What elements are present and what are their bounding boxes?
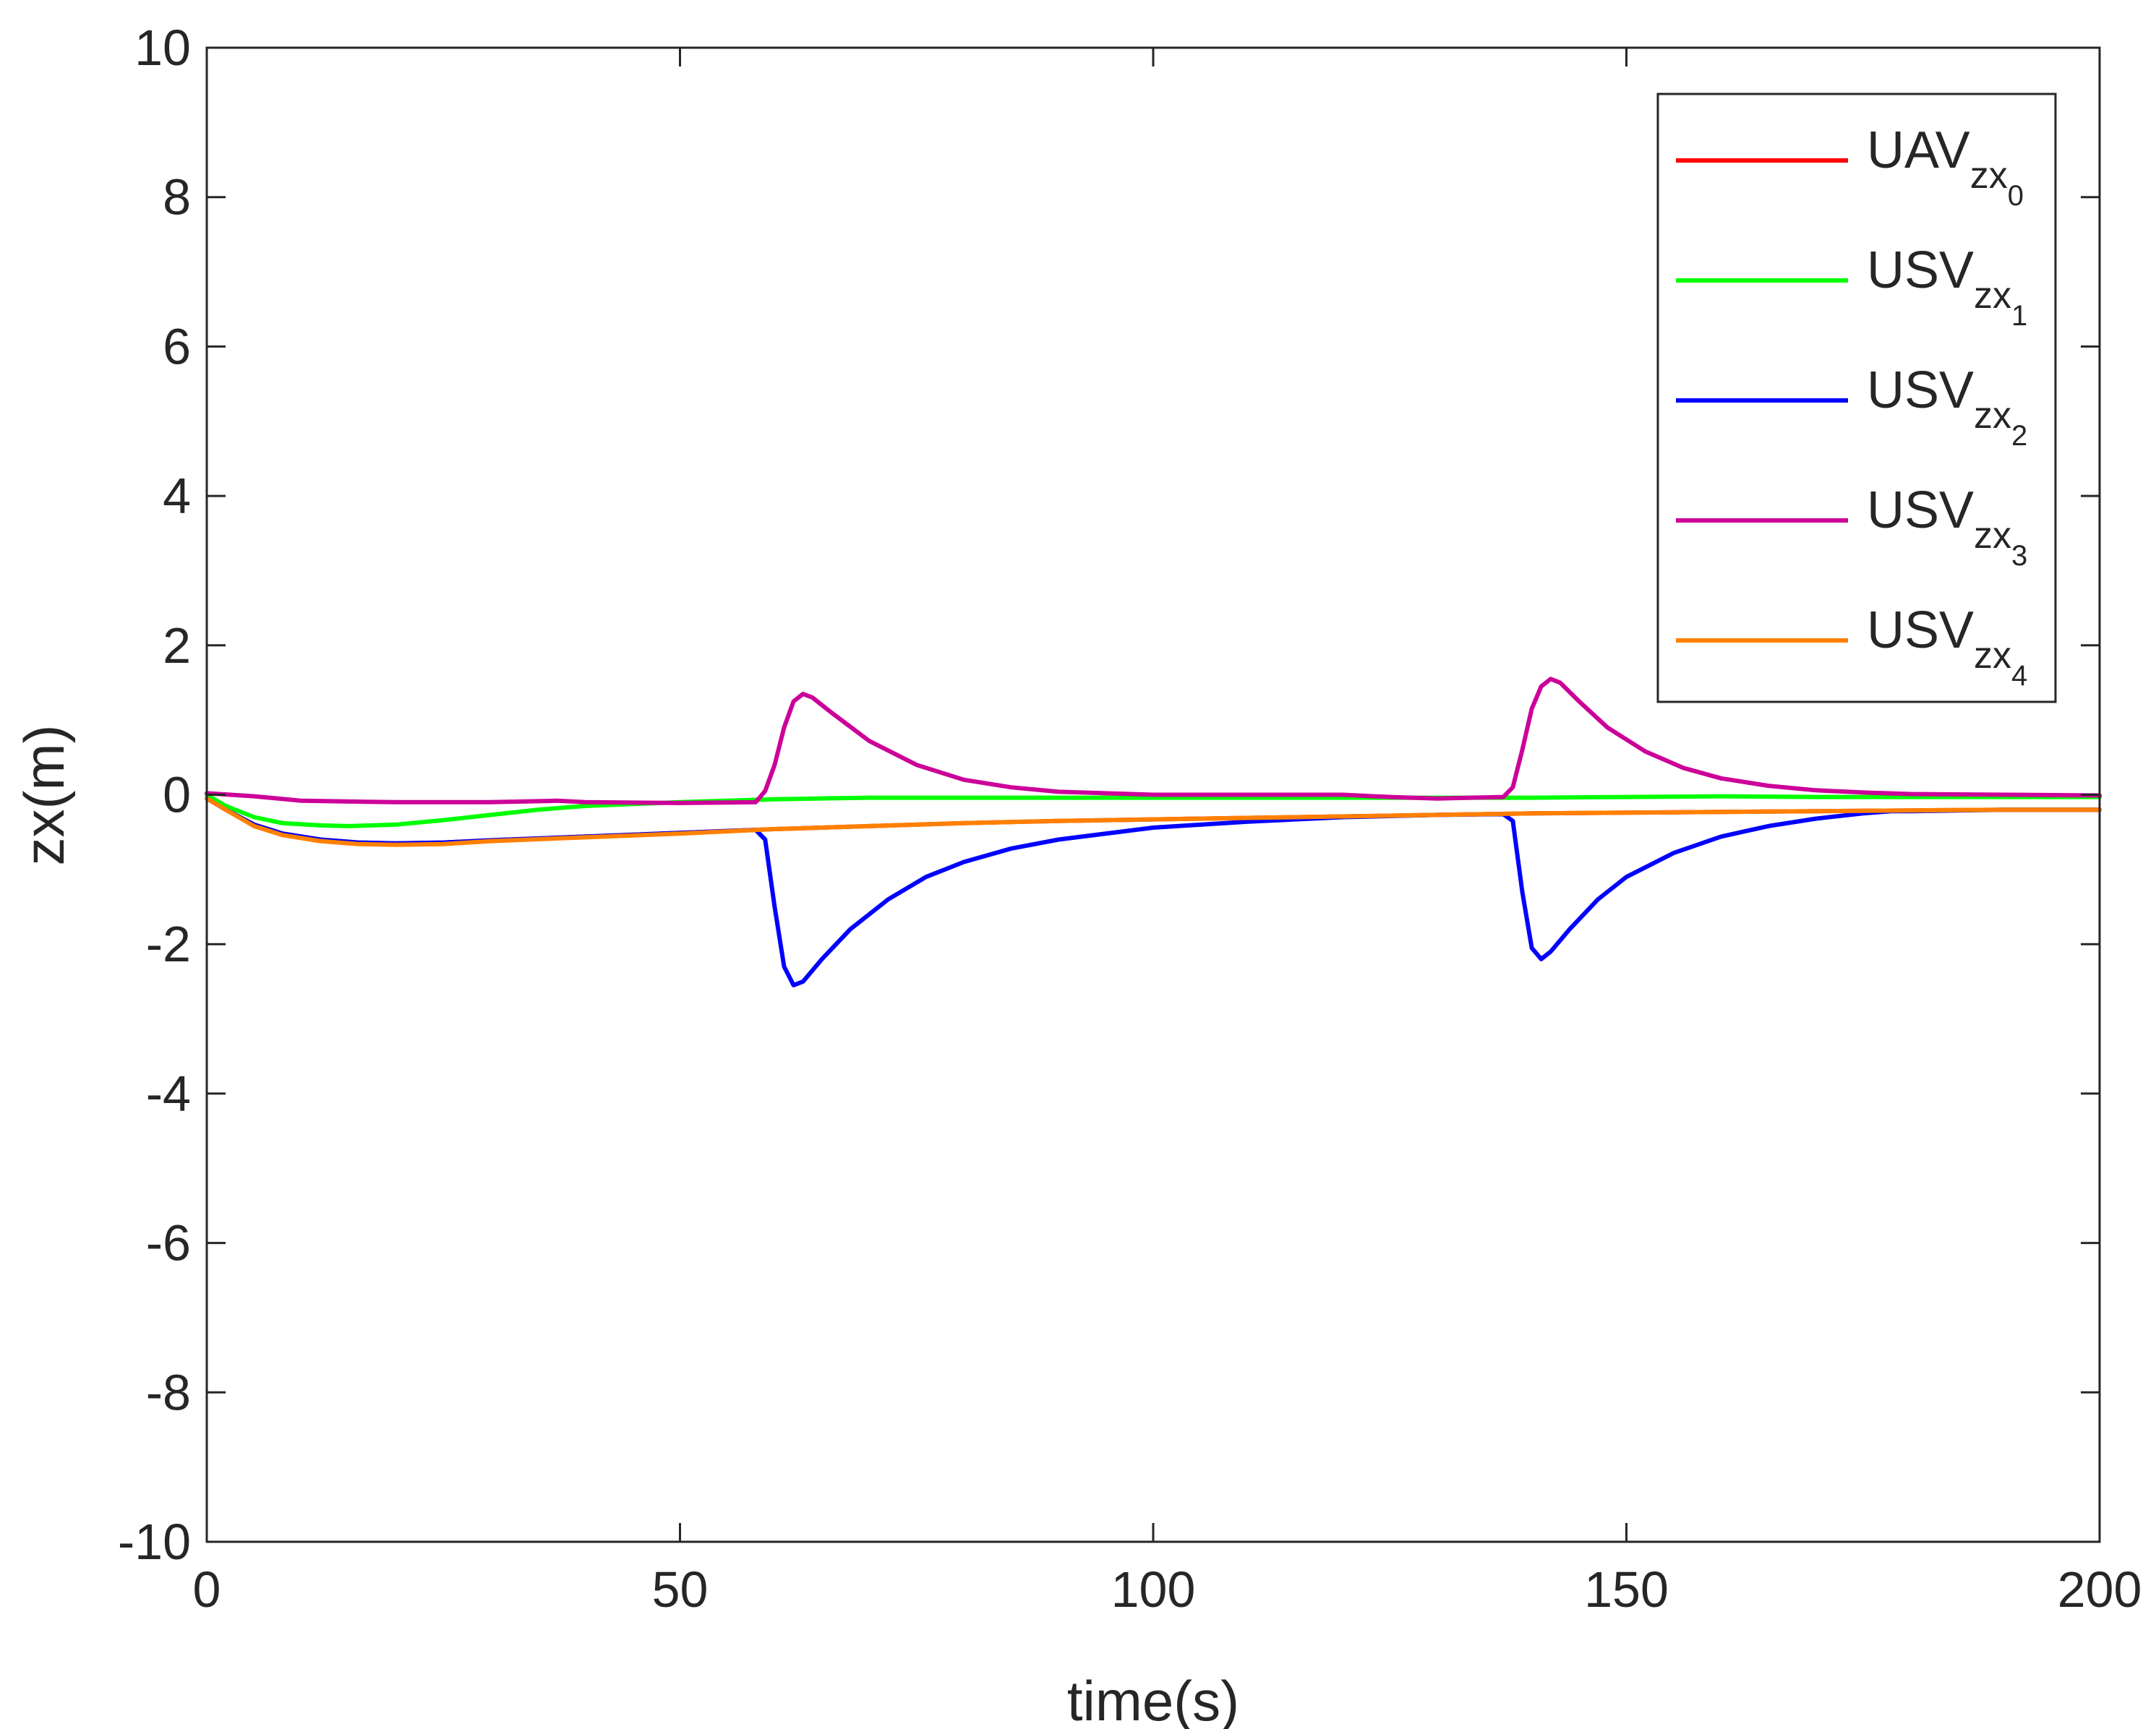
y-axis-label: zx(m) <box>12 725 76 866</box>
legend-label-sub: zx <box>1970 155 2008 197</box>
y-tick-label: -10 <box>118 1514 191 1570</box>
legend-label-subsub: 0 <box>2008 180 2024 212</box>
y-tick-label: -6 <box>146 1215 191 1271</box>
legend-label-subsub: 1 <box>2011 300 2027 332</box>
legend-label-3: USVzx3 <box>1867 481 2027 572</box>
x-tick-label: 150 <box>1584 1561 1669 1618</box>
legend-label-main: USV <box>1867 361 1974 419</box>
legend-label-sub: zx <box>1974 275 2011 317</box>
legend-label-subsub: 2 <box>2011 420 2027 452</box>
y-tick-label: 10 <box>134 20 191 76</box>
legend-label-main: USV <box>1867 601 1974 659</box>
x-axis-label: time(s) <box>1067 1669 1239 1729</box>
legend-label-4: USVzx4 <box>1867 601 2027 692</box>
legend-label-sub: zx <box>1974 635 2011 677</box>
series-layer <box>205 677 2102 987</box>
y-tick-label: 0 <box>163 767 191 823</box>
legend-label-main: UAV <box>1867 121 1970 179</box>
x-ticks: 0 50 100 150 200 <box>193 48 2142 1618</box>
y-tick-label: 2 <box>163 617 191 674</box>
legend-box <box>1656 93 2057 703</box>
legend-label-subsub: 3 <box>2011 540 2027 572</box>
y-tick-label: 6 <box>163 318 191 374</box>
x-tick-label: 50 <box>652 1561 709 1618</box>
legend-label-sub: zx <box>1974 395 2011 437</box>
x-tick-label: 200 <box>2058 1561 2142 1618</box>
legend-label-0: UAVzx0 <box>1867 121 2024 212</box>
y-tick-label: 8 <box>163 169 191 226</box>
x-tick-label: 0 <box>193 1561 221 1618</box>
y-tick-label: -2 <box>146 916 191 972</box>
legend-label-2: USVzx2 <box>1867 361 2027 452</box>
legend-label-sub: zx <box>1974 515 2011 557</box>
y-tick-label: -4 <box>146 1065 191 1122</box>
y-tick-label: -8 <box>146 1364 191 1420</box>
legend-label-1: USVzx1 <box>1867 241 2027 332</box>
series-line-3 <box>205 677 2102 805</box>
legend-label-main: USV <box>1867 241 1974 299</box>
series-line-1 <box>205 792 2102 828</box>
x-tick-label: 100 <box>1111 1561 1196 1618</box>
y-tick-label: 4 <box>163 468 191 524</box>
legend-label-subsub: 4 <box>2011 660 2027 692</box>
legend-label-main: USV <box>1867 481 1974 539</box>
series-line-4 <box>205 796 2102 847</box>
